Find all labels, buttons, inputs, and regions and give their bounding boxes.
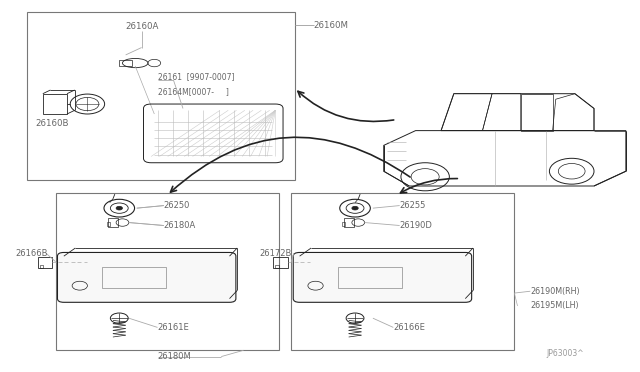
Bar: [342, 222, 346, 225]
Text: JP63003^: JP63003^: [546, 350, 584, 359]
Text: 26166E: 26166E: [394, 323, 425, 332]
Text: 26255: 26255: [399, 201, 426, 210]
Text: 26160B: 26160B: [35, 119, 68, 128]
FancyBboxPatch shape: [293, 253, 472, 302]
Text: 26166B: 26166B: [15, 249, 48, 258]
Bar: [38, 257, 52, 268]
Circle shape: [352, 206, 358, 210]
Text: 26190D: 26190D: [399, 221, 433, 230]
Bar: [291, 193, 515, 350]
FancyBboxPatch shape: [58, 253, 236, 302]
Text: 26190M(RH): 26190M(RH): [531, 287, 580, 296]
Text: 26160M: 26160M: [314, 21, 349, 30]
Text: 26161E: 26161E: [157, 323, 189, 332]
Bar: [102, 267, 166, 288]
Bar: [43, 94, 67, 114]
Bar: [344, 218, 354, 227]
Text: 26180M: 26180M: [157, 352, 191, 361]
Bar: [56, 193, 278, 350]
Text: 26164M[0007-     ]: 26164M[0007- ]: [157, 87, 228, 96]
Bar: [27, 13, 294, 180]
Bar: [40, 265, 44, 268]
Text: 26160A: 26160A: [125, 22, 159, 31]
Bar: [108, 218, 118, 227]
Bar: [106, 222, 109, 225]
Text: 26161  [9907-0007]: 26161 [9907-0007]: [157, 73, 234, 81]
Bar: [275, 265, 279, 268]
Bar: [273, 257, 287, 268]
Bar: [119, 60, 132, 66]
Text: 26172B: 26172B: [259, 249, 292, 258]
Text: 26195M(LH): 26195M(LH): [531, 301, 579, 311]
Text: 26250: 26250: [164, 201, 190, 210]
Bar: [338, 267, 401, 288]
Circle shape: [116, 206, 122, 210]
Text: 26180A: 26180A: [164, 221, 196, 230]
